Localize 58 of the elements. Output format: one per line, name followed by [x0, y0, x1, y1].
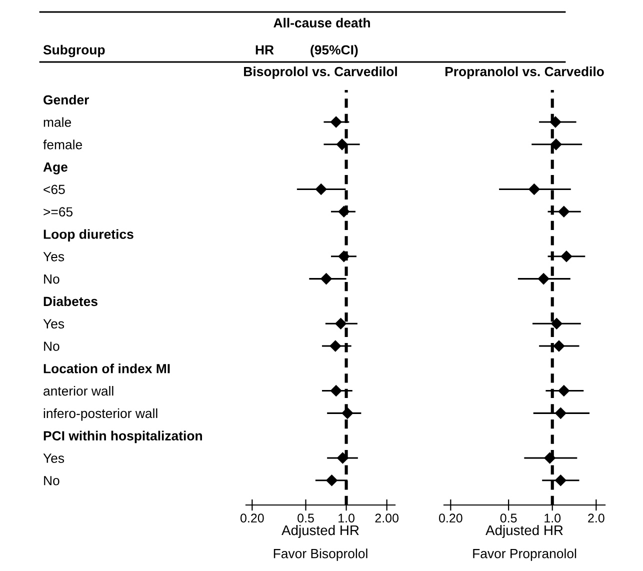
- y-tick-label: Gender: [44, 94, 89, 105]
- point: [330, 385, 342, 396]
- x-tick-label: 0.20: [240, 514, 264, 523]
- text: Subgroup: [43, 44, 105, 58]
- y-tick-label: Loop diuretics: [44, 229, 134, 242]
- y-tick-label: male: [44, 117, 72, 127]
- y-tick-label: No: [44, 342, 60, 351]
- y-tick-label: Yes: [43, 252, 64, 262]
- point: [555, 408, 566, 419]
- x-tick-label: 0.20: [438, 514, 462, 523]
- x-tick-label: 0.5: [298, 514, 314, 523]
- point: [558, 206, 570, 218]
- y-tick-label: Location of index MI: [44, 364, 170, 374]
- point: [336, 138, 348, 150]
- y-tick-label: Age: [43, 162, 68, 174]
- point: [560, 250, 572, 262]
- point: [553, 340, 565, 352]
- point: [337, 452, 348, 464]
- point: [550, 138, 562, 150]
- point: [342, 408, 354, 419]
- point: [544, 452, 556, 464]
- y-tick-label: Diabetes: [44, 296, 98, 306]
- x-axis-title: Adjusted HR: [282, 524, 359, 538]
- point: [338, 250, 350, 262]
- point: [330, 116, 342, 128]
- text: All-cause death: [274, 18, 370, 28]
- point: [551, 318, 562, 330]
- point: [558, 385, 570, 396]
- text: Favor Bisoprolol: [274, 548, 368, 561]
- y-tick-label: PCI within hospitalization: [44, 430, 202, 444]
- y-tick-label: anterior wall: [44, 386, 114, 396]
- x-axis-title: Adjusted HR: [486, 524, 563, 538]
- text: HR: [256, 45, 274, 54]
- x-tick-label: 0.5: [500, 514, 517, 523]
- point: [335, 318, 346, 330]
- point: [326, 474, 338, 486]
- x-tick-label: 1.0: [338, 514, 354, 523]
- point: [330, 340, 341, 352]
- point: [550, 116, 562, 128]
- y-tick-label: female: [43, 140, 82, 150]
- text: Favor Propranolol: [473, 548, 576, 561]
- x-tick-label: 2.00: [375, 514, 399, 523]
- x-tick-label: 1.0: [544, 514, 561, 523]
- y-tick-label: No: [44, 274, 60, 284]
- chart-title: Propranolol vs. Carvedilo: [445, 66, 604, 79]
- point: [338, 206, 350, 218]
- y-tick-label: Yes: [43, 454, 64, 463]
- y-tick-label: No: [44, 476, 60, 486]
- text: (95%CI): [310, 44, 358, 58]
- y-tick-label: infero-posterior wall: [44, 408, 158, 421]
- y-tick-label: >=65: [44, 207, 73, 217]
- chart-title: Bisoprolol vs. Carvedilol: [244, 66, 397, 79]
- point: [538, 273, 550, 284]
- point: [320, 273, 332, 284]
- x-tick-label: 2.0: [588, 514, 604, 523]
- y-tick-label: Yes: [43, 319, 64, 328]
- y-tick-label: <65: [44, 184, 65, 194]
- point: [555, 474, 566, 486]
